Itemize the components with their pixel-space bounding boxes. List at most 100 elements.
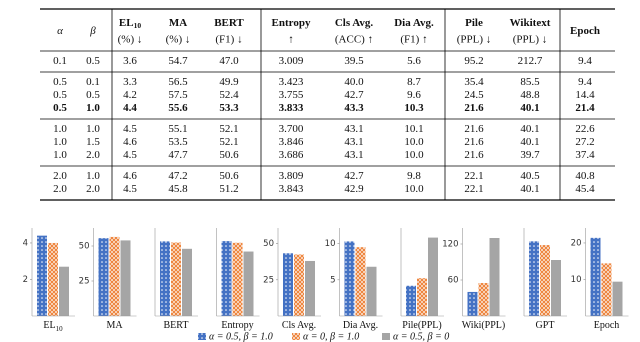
bar: [98, 238, 109, 316]
table-cell: 2.0: [86, 149, 100, 161]
table-cell: 3.700: [279, 123, 304, 135]
table-cell: 2.0: [53, 183, 67, 195]
header-name: MA: [169, 17, 187, 29]
table-cell: 0.1: [86, 76, 100, 88]
panel-label-text: EL: [43, 320, 55, 331]
table-cell: 45.4: [575, 183, 595, 195]
bar: [294, 254, 304, 316]
table-cell: 40.5: [520, 170, 540, 182]
bar: [551, 260, 561, 316]
bar: [590, 237, 601, 316]
table-cell: 50.6: [219, 170, 239, 182]
panel-label-text: Pile(PPL): [402, 320, 441, 331]
column-header: MA: [169, 17, 187, 29]
column-header: Dia Avg.: [394, 17, 434, 29]
y-tick-label: 120: [442, 240, 458, 250]
table-cell: 0.5: [53, 76, 67, 88]
table-cell: 95.2: [464, 55, 483, 67]
header-unit: (ACC) ↑: [335, 34, 373, 46]
table-cell: 40.0: [344, 76, 364, 88]
table-cell: 21.6: [464, 123, 484, 135]
table-cell: 3.423: [279, 76, 304, 88]
bar: [540, 245, 550, 316]
header-name: Dia Avg.: [394, 17, 434, 29]
table-cell: 10.3: [404, 102, 424, 114]
bar: [48, 242, 58, 316]
table-cell: 21.6: [464, 102, 484, 114]
bar: [221, 241, 232, 316]
bar: [305, 260, 315, 316]
panel-label: Epoch: [594, 320, 620, 331]
table-cell: 2.0: [86, 183, 100, 195]
table-cell: 4.5: [123, 149, 137, 161]
header-name: BERT: [214, 17, 244, 29]
panel-label-text: BERT: [164, 320, 189, 331]
table-cell: 40.1: [520, 102, 539, 114]
bar: [601, 263, 612, 316]
table-cell: 27.2: [575, 136, 594, 148]
bar: [171, 242, 181, 316]
table-cell: 1.0: [53, 136, 67, 148]
panel-label-text: Dia Avg.: [343, 320, 378, 331]
bar: [366, 266, 377, 316]
table-cell: 0.5: [86, 55, 100, 67]
panel-label: Dia Avg.: [343, 320, 378, 331]
y-tick-label: 4: [23, 238, 28, 248]
bar: [467, 291, 478, 316]
table-cell: 10.1: [404, 123, 423, 135]
header-unit: (PPL) ↓: [513, 34, 548, 46]
panel-label-text: Cls Avg.: [282, 320, 316, 331]
y-tick-label: 50: [263, 239, 274, 249]
table-cell: 0.1: [53, 55, 67, 67]
table-cell: 40.8: [575, 170, 595, 182]
table-cell: 51.2: [219, 183, 238, 195]
table-cell: 39.7: [520, 149, 540, 161]
column-header: β: [89, 25, 96, 37]
table-cell: 10.0: [404, 149, 424, 161]
table-cell: 3.686: [279, 149, 304, 161]
table-cell: 47.7: [168, 149, 188, 161]
header-name: α: [57, 25, 63, 37]
table-cell: 4.6: [123, 136, 137, 148]
table-cell: 9.8: [407, 170, 421, 182]
header-name: EL: [119, 17, 134, 29]
table-cell: 3.3: [123, 76, 137, 88]
header-unit: ↑: [288, 34, 294, 46]
header-name: β: [89, 25, 96, 37]
column-header: Epoch: [570, 25, 600, 37]
table-cell: 54.7: [168, 55, 188, 67]
panel-label: MA: [106, 320, 123, 331]
table-cell: 21.6: [464, 149, 484, 161]
table-cell: 1.0: [86, 170, 100, 182]
table-cell: 4.4: [123, 102, 137, 114]
panel-label-text: GPT: [536, 320, 555, 331]
table-cell: 22.1: [464, 183, 483, 195]
column-header: α: [57, 25, 63, 37]
y-tick-label: 60: [448, 276, 459, 286]
table-cell: 21.6: [464, 136, 484, 148]
table-cell: 35.4: [464, 76, 484, 88]
panel-label: GPT: [536, 320, 555, 331]
table-cell: 49.9: [219, 76, 239, 88]
table-cell: 53.5: [168, 136, 188, 148]
bar: [478, 283, 489, 316]
panel-label: Cls Avg.: [282, 320, 316, 331]
y-tick-label: 25: [263, 275, 274, 285]
bar: [489, 238, 500, 316]
bar: [355, 247, 366, 316]
column-header: BERT: [214, 17, 244, 29]
table-cell: 3.755: [279, 89, 304, 101]
table-cell: 43.1: [344, 149, 363, 161]
table-cell: 3.843: [279, 183, 304, 195]
table-cell: 1.5: [86, 136, 100, 148]
y-tick-label: 10: [325, 239, 336, 249]
table-cell: 39.5: [344, 55, 364, 67]
table-cell: 5.6: [407, 55, 421, 67]
y-tick-label: 5: [330, 275, 335, 285]
bar: [37, 235, 47, 316]
y-tick-label: 50: [79, 242, 90, 252]
table-cell: 52.1: [219, 123, 238, 135]
table-cell: 47.2: [168, 170, 187, 182]
panel-label-sub: 10: [56, 325, 64, 333]
bar: [344, 241, 355, 316]
